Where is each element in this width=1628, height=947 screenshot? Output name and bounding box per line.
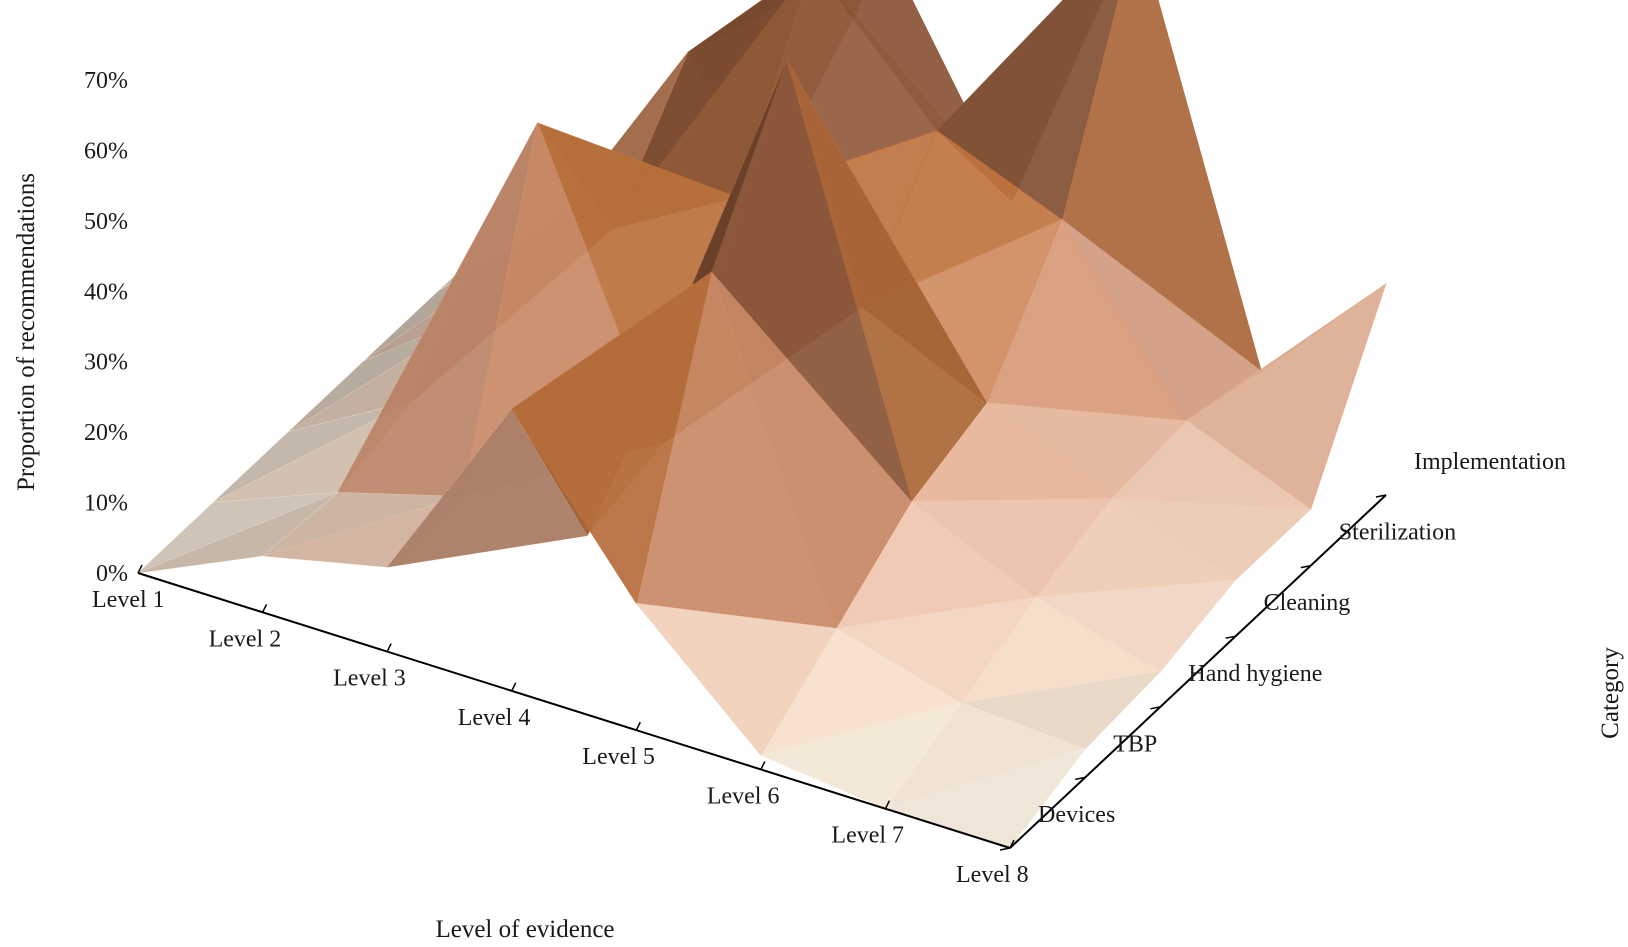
surface-facet-shade: [786, 60, 987, 502]
surface-facet-shade: [511, 272, 712, 604]
z-tick-label: 10%: [84, 491, 128, 517]
z-tick-label: 40%: [84, 279, 128, 305]
x-ticks: Level 1 Level 2 Level 3 Level 4 Level 5 Level…: [92, 564, 1029, 888]
y-tick: [1300, 564, 1311, 569]
x-tick: [261, 603, 268, 613]
y-tick: [1375, 494, 1387, 498]
x-tick-label: Level 6: [707, 783, 780, 809]
x-tick-label: Level 1: [92, 587, 165, 613]
surface-facet-shade: [138, 492, 338, 573]
x-axis-line: [137, 572, 1011, 849]
surface-facet-shade: [885, 749, 1086, 848]
x-tick-label: Level 5: [582, 744, 655, 770]
y-tick-label: Sterilization: [1339, 520, 1456, 546]
axes: Level 1 Level 2 Level 3 Level 4 Level 5 Level…: [84, 68, 1566, 888]
y-axis-title: Category: [1597, 647, 1624, 739]
x-tick-label: Level 2: [209, 626, 282, 652]
y-ticks: Devices TBP Hand hygiene Cleaning Sterilizat…: [999, 449, 1566, 851]
surface-facet-shade: [711, 60, 912, 502]
y-axis-line: [1009, 494, 1387, 849]
x-tick-label: Level 3: [333, 666, 406, 692]
surface-facet-shade: [636, 272, 837, 629]
surface-facet-shade: [960, 671, 1161, 750]
x-tick: [386, 643, 392, 652]
y-tick: [999, 847, 1011, 851]
surface-mesh: [137, 0, 1387, 849]
y-tick-label: Cleaning: [1264, 590, 1351, 616]
surface-facet: [759, 702, 962, 810]
surface-facet-shade: [262, 492, 463, 556]
x-tick-label: Level 8: [956, 862, 1029, 888]
surface-facet-shade: [1061, 219, 1262, 421]
x-tick: [137, 564, 143, 574]
surface-facet-shade: [387, 409, 587, 568]
surface-facet: [635, 603, 837, 756]
x-tick: [635, 721, 641, 731]
x-tick: [884, 800, 891, 810]
surface-facet-shade: [885, 702, 1086, 809]
y-tick: [1225, 635, 1236, 639]
y-tick-label: Devices: [1038, 802, 1115, 828]
y-tick-label: Implementation: [1414, 449, 1566, 475]
surface-facet-shade: [337, 123, 538, 497]
surface-facet-shade: [711, 272, 912, 629]
z-ticks: 0% 10% 20% 30% 40% 50% 60% 70%: [84, 68, 128, 587]
x-tick: [760, 761, 766, 770]
z-tick-label: 70%: [84, 68, 128, 94]
z-tick-label: 30%: [84, 350, 128, 376]
x-tick-label: Level 7: [831, 823, 904, 849]
surface-facet-shade: [1186, 283, 1386, 510]
surface-facet-shade: [1061, 0, 1262, 372]
z-tick-label: 20%: [84, 420, 128, 446]
x-tick: [1009, 839, 1015, 849]
z-axis-title: Proportion of recommendations: [13, 173, 40, 491]
x-tick: [511, 682, 517, 692]
x-tick-label: Level 4: [458, 705, 531, 731]
y-tick: [1075, 776, 1086, 781]
z-tick-label: 60%: [84, 138, 128, 164]
surface-facet: [386, 408, 588, 568]
y-tick-label: TBP: [1113, 731, 1157, 757]
surface-facet-shade: [213, 400, 413, 503]
surface-facet: [137, 492, 338, 574]
z-tick-label: 50%: [84, 209, 128, 235]
surface-facet-shade: [262, 496, 463, 568]
y-tick: [1150, 706, 1161, 710]
surface-facet-shade: [937, 0, 1118, 220]
x-axis-title: Level of evidence: [435, 916, 614, 943]
z-tick-label: 0%: [96, 561, 128, 587]
surface-facet-shade: [537, 123, 738, 444]
surface-facet: [511, 271, 712, 605]
y-tick-label: Hand hygiene: [1188, 661, 1322, 687]
